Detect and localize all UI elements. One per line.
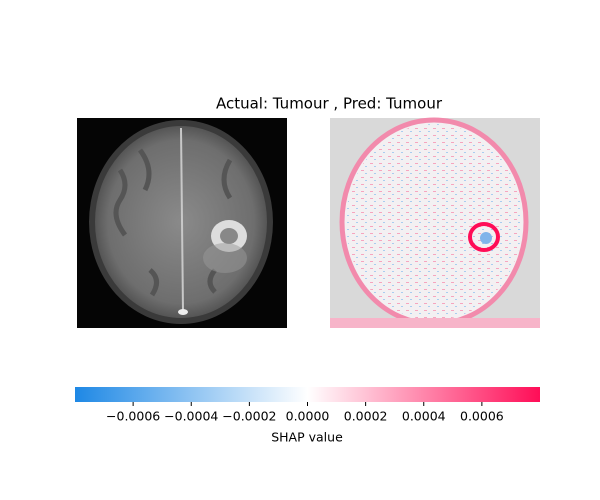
x-axis-label: SHAP value bbox=[271, 430, 343, 445]
chart-title: Actual: Tumour , Pred: Tumour bbox=[216, 95, 443, 113]
x-tick-label: −0.0004 bbox=[164, 409, 218, 424]
mri-image bbox=[77, 118, 287, 328]
x-tick-label: 0.0002 bbox=[344, 409, 388, 424]
colorbar: −0.0006 −0.0004 −0.0002 0.0000 0.0002 0.0004 0… bbox=[75, 387, 540, 424]
x-tick-label: −0.0002 bbox=[222, 409, 276, 424]
x-tick-label: 0.0006 bbox=[460, 409, 504, 424]
x-tick-label: −0.0006 bbox=[106, 409, 160, 424]
x-tick-label: 0.0000 bbox=[286, 409, 330, 424]
shap-image bbox=[330, 117, 540, 328]
x-tick-label: 0.0004 bbox=[402, 409, 446, 424]
colorbar-gradient bbox=[75, 387, 540, 402]
